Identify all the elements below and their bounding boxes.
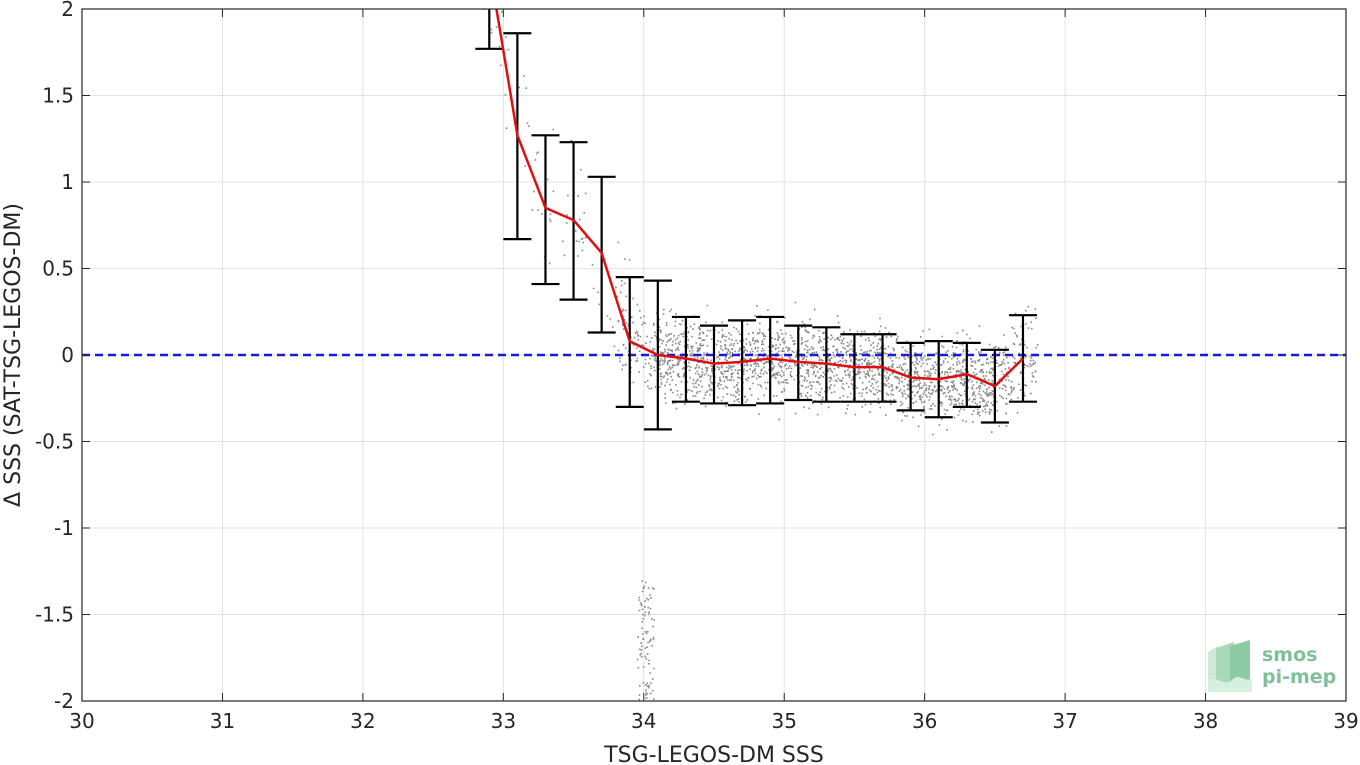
- y-tick-label: -1.5: [35, 603, 74, 627]
- y-tick-label: 0: [61, 343, 74, 367]
- y-tick-label: 2: [61, 0, 74, 21]
- y-tick-label: -2: [54, 689, 74, 713]
- x-axis-ticks: 30 31 32 33 34 35 36 37 38 39: [69, 9, 1359, 733]
- x-tick-label: 37: [1052, 709, 1077, 733]
- y-tick-label: -0.5: [35, 430, 74, 454]
- x-tick-label: 36: [912, 709, 937, 733]
- x-tick-label: 33: [491, 709, 516, 733]
- mean-line: [495, 9, 1024, 388]
- x-tick-label: 34: [631, 709, 656, 733]
- error-bar: [1008, 314, 1037, 403]
- x-tick-label: 35: [771, 709, 796, 733]
- error-bar: [475, 9, 504, 50]
- y-axis-title: Δ SSS (SAT-TSG-LEGOS-DM): [1, 203, 26, 507]
- x-tick-label: 38: [1193, 709, 1218, 733]
- smos-pimep-logo: smos pi-mep: [1208, 640, 1336, 692]
- y-axis-ticks: 2 1.5 1 0.5 0 -0.5 -1 -1.5 -2: [35, 0, 1346, 713]
- y-tick-label: 0.5: [42, 257, 74, 281]
- logo-wave-shape-2: [1216, 642, 1234, 690]
- y-tick-label: 1.5: [42, 84, 74, 108]
- logo-text-smos: smos: [1262, 644, 1317, 666]
- logo-wave-shape-3: [1230, 640, 1250, 686]
- x-tick-label: 32: [350, 709, 375, 733]
- mean-curve: [495, 9, 1024, 388]
- error-bar: [756, 315, 785, 405]
- x-tick-label: 30: [69, 709, 94, 733]
- logo-wave-bottom: [1208, 677, 1252, 692]
- y-tick-label: 1: [61, 170, 74, 194]
- x-tick-label: 39: [1333, 709, 1358, 733]
- x-tick-label: 31: [210, 709, 235, 733]
- logo-text-pimep: pi-mep: [1262, 666, 1336, 688]
- x-axis-title: TSG-LEGOS-DM SSS: [603, 743, 824, 765]
- error-bar: [531, 134, 560, 286]
- y-tick-label: -1: [54, 516, 74, 540]
